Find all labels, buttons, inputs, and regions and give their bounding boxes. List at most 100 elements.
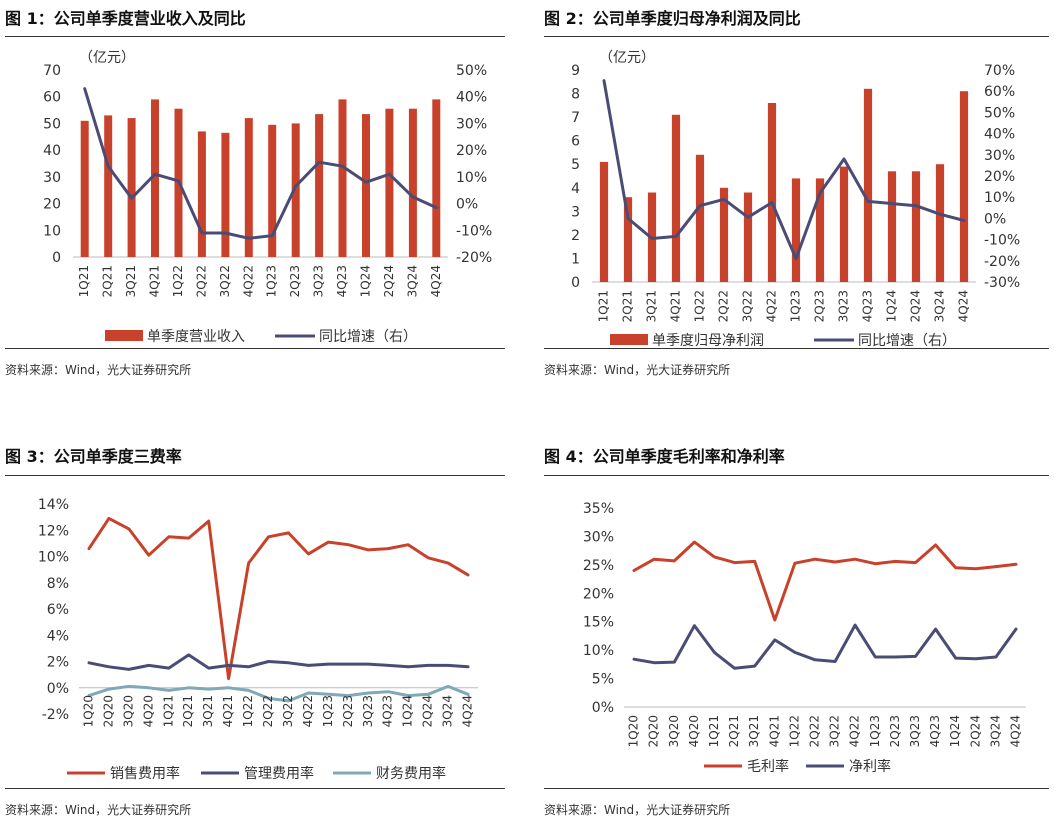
x-tick-label: 3Q23 — [837, 290, 851, 322]
bottom-rule — [5, 348, 505, 349]
y-tick-label: 4% — [47, 628, 69, 644]
x-tick-label: 3Q21 — [124, 265, 138, 297]
source-note: 资料来源：Wind，光大证券研究所 — [544, 363, 731, 377]
unit-label: （亿元） — [599, 50, 655, 66]
x-tick-label: 3Q21 — [201, 695, 215, 727]
chart-title: 图 1：公司单季度营业收入及同比 — [5, 9, 246, 28]
legend-label: 管理费用率 — [244, 765, 314, 782]
bar — [151, 99, 159, 258]
y-tick-label: 30% — [583, 529, 614, 545]
y-tick-label: 2% — [47, 655, 69, 671]
y-left-tick-label: 70 — [43, 63, 61, 79]
y-tick-label: -2% — [42, 707, 69, 723]
x-tick-label: 2Q23 — [341, 695, 355, 727]
x-tick-label: 4Q22 — [765, 290, 779, 322]
y-right-tick-label: 60% — [984, 84, 1015, 100]
legend-label: 单季度营业收入 — [147, 329, 245, 345]
x-tick-label: 2Q20 — [101, 695, 115, 727]
y-right-tick-label: 30% — [456, 116, 487, 132]
x-tick-label: 2Q24 — [382, 265, 396, 297]
y-tick-label: 12% — [38, 523, 69, 539]
x-tick-label: 2Q22 — [194, 265, 208, 297]
bar — [291, 123, 300, 258]
x-tick-label: 3Q23 — [312, 265, 326, 297]
x-tick-label: 3Q24 — [933, 290, 947, 322]
legend-swatch — [610, 334, 648, 345]
x-tick-label: 1Q23 — [789, 290, 803, 322]
y-tick-label: 14% — [38, 497, 69, 513]
chart-revenue: 0 10 20 30 40 50 60 70 -20% -10% 0% 10% 20% 30% 40% 50%… — [43, 50, 492, 345]
x-tick-label: 2Q21 — [101, 265, 115, 297]
x-tick-label: 1Q21 — [161, 695, 175, 727]
x-tick-label: 1Q23 — [868, 715, 882, 747]
series-line-2 — [632, 623, 1018, 670]
source-note: 资料来源：Wind，光大证券研究所 — [544, 803, 731, 817]
x-tick-label: 4Q21 — [767, 715, 781, 747]
y-tick-label: 8% — [47, 576, 69, 592]
y-left-tick-label: 30 — [43, 170, 61, 186]
bar — [839, 166, 849, 282]
bar — [815, 178, 825, 282]
y-right-tick-label: 50% — [984, 105, 1015, 121]
x-tick-label: 2Q24 — [968, 715, 982, 747]
x-tick-label: 2Q24 — [421, 695, 435, 727]
y-right-tick-label: 30% — [984, 148, 1015, 164]
x-tick-label: 3Q23 — [361, 695, 375, 727]
y-tick-label: 0% — [592, 700, 614, 716]
y-left-tick-label: 1 — [571, 251, 580, 267]
bar — [695, 154, 705, 282]
growth-line — [602, 79, 966, 261]
bar — [127, 118, 136, 257]
y-tick-label: 25% — [583, 558, 614, 574]
x-tick-label: 4Q21 — [669, 290, 683, 322]
legend-label: 销售费用率 — [110, 765, 180, 782]
y-right-tick-label: -10% — [984, 233, 1020, 249]
x-tick-label: 2Q21 — [621, 290, 635, 322]
y-left-tick-label: 50 — [43, 116, 61, 132]
x-tick-label: 3Q20 — [121, 695, 135, 727]
x-tick-label: 2Q21 — [727, 715, 741, 747]
x-tick-label: 1Q21 — [707, 715, 721, 747]
y-right-tick-label: 20% — [984, 169, 1015, 185]
bar — [623, 197, 633, 282]
y-left-tick-label: 40 — [43, 143, 61, 159]
bar — [911, 171, 921, 282]
bar — [935, 164, 945, 282]
bottom-rule — [544, 348, 1049, 349]
x-tick-label: 3Q20 — [667, 715, 681, 747]
bar — [385, 108, 394, 257]
x-tick-label: 4Q23 — [861, 290, 875, 322]
bar — [244, 118, 253, 257]
y-left-tick-label: 3 — [571, 204, 580, 220]
bar — [791, 178, 801, 282]
chart-panel-3: 图 3：公司单季度三费率 -2% 0% 2% 4% 6% 8% 10% 12% 14% 1Q20 2… — [5, 438, 510, 820]
bar — [863, 88, 873, 282]
x-tick-label: 3Q24 — [441, 695, 455, 727]
y-tick-label: 20% — [583, 586, 614, 602]
x-tick-label: 1Q22 — [693, 290, 707, 322]
x-tick-label: 1Q21 — [597, 290, 611, 322]
y-left-tick-label: 5 — [571, 157, 580, 173]
bar — [362, 114, 370, 257]
bar — [104, 115, 113, 258]
title-rule — [5, 36, 505, 37]
y-right-tick-label: 40% — [984, 127, 1015, 143]
bar — [315, 114, 324, 257]
x-tick-label: 1Q24 — [401, 695, 415, 727]
bar — [408, 108, 417, 257]
y-tick-label: 10% — [583, 643, 614, 659]
bar — [671, 114, 681, 282]
y-tick-label: 15% — [583, 615, 614, 631]
y-left-tick-label: 20 — [43, 197, 61, 213]
chart-panel-2: 图 2：公司单季度归母净利润及同比 0 1 2 3 4 5 6 7 8 9 -30% -20% -10%… — [544, 0, 1049, 390]
x-tick-label: 3Q21 — [747, 715, 761, 747]
bar — [719, 187, 729, 282]
chart-expense-ratios: -2% 0% 2% 4% 6% 8% 10% 12% 14% 1Q20 2Q20 3Q20 4Q20 1Q… — [38, 497, 478, 782]
y-tick-label: 5% — [592, 672, 614, 688]
bar — [887, 171, 897, 282]
x-tick-label: 4Q20 — [141, 695, 155, 727]
legend-label: 财务费用率 — [376, 765, 446, 782]
y-right-tick-label: 0% — [984, 211, 1006, 227]
legend-label: 净利率 — [849, 758, 891, 775]
y-right-tick-label: 70% — [984, 63, 1015, 79]
